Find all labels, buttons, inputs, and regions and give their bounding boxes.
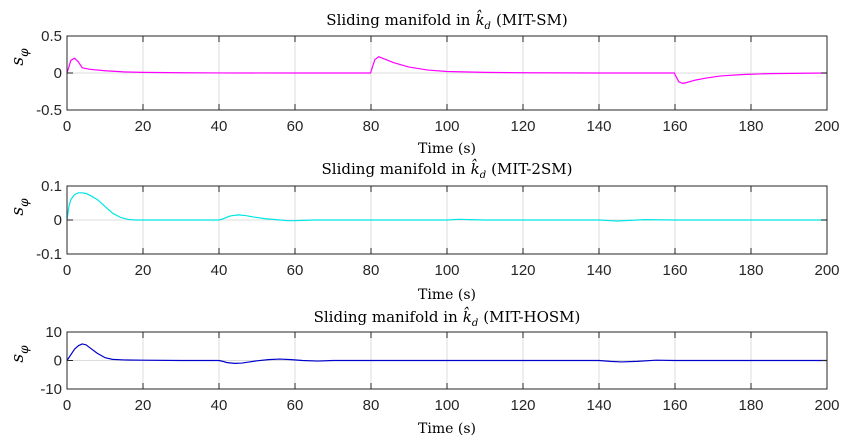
x-tick-label: 180 — [738, 397, 763, 414]
y-tick-label: -0.1 — [36, 246, 62, 263]
x-tick-label: 100 — [434, 397, 459, 414]
y-tick-label: 0.1 — [41, 178, 62, 195]
x-tick-label: 80 — [363, 118, 380, 135]
x-tick-label: 200 — [814, 262, 839, 279]
x-tick-label: 100 — [434, 262, 459, 279]
x-tick-label: 80 — [363, 262, 380, 279]
y-axis-label: sφ — [8, 198, 31, 216]
chart-title-subscript: d — [472, 318, 478, 329]
chart-title-prefix: Sliding manifold in — [314, 308, 458, 326]
chart-title: Sliding manifold in k̂d (MIT-HOSM) — [314, 307, 581, 329]
x-tick-label: 20 — [135, 397, 152, 414]
x-tick-label: 140 — [586, 118, 611, 135]
chart-title-prefix: Sliding manifold in — [326, 11, 470, 29]
chart-title: Sliding manifold in k̂d (MIT-2SM) — [322, 159, 573, 181]
series-line-1 — [66, 343, 827, 364]
y-axis-label-symbol: s — [8, 207, 28, 216]
x-tick-label: 0 — [63, 397, 71, 414]
chart-panel-3: 0 20 40 60 80 100 120 140 160 180 200-10010Sliding… — [8, 307, 840, 437]
x-tick-label: 180 — [738, 262, 763, 279]
y-tick-label: 10 — [45, 324, 62, 341]
y-axis-label-subscript: φ — [17, 198, 31, 207]
chart-panel-1: 0 20 40 60 80 100 120 140 160 180 200-0.500.5Slidi… — [8, 10, 840, 157]
x-tick-label: 180 — [738, 118, 763, 135]
x-tick-label: 160 — [662, 118, 687, 135]
x-tick-label: 140 — [586, 397, 611, 414]
x-tick-label: 120 — [510, 262, 535, 279]
y-tick-label: 0 — [54, 353, 62, 370]
y-axis-label-subscript: φ — [17, 48, 31, 57]
x-tick-label: 60 — [287, 262, 304, 279]
x-tick-label: 160 — [662, 397, 687, 414]
y-axis-label-subscript: φ — [17, 345, 31, 354]
chart-panel-2: 0 20 40 60 80 100 120 140 160 180 200-0.100.1Slidi… — [8, 159, 840, 303]
chart-title-suffix: (MIT-2SM) — [491, 160, 572, 178]
x-tick-label: 60 — [287, 397, 304, 414]
y-tick-label: 0 — [54, 212, 62, 229]
x-tick-label: 20 — [135, 118, 152, 135]
chart-title-suffix: (MIT-HOSM) — [483, 308, 580, 326]
y-tick-label: 0 — [54, 65, 62, 82]
x-tick-label: 0 — [63, 262, 71, 279]
x-tick-label: 120 — [510, 118, 535, 135]
x-tick-label: 100 — [434, 118, 459, 135]
x-tick-label: 40 — [211, 118, 228, 135]
chart-title: Sliding manifold in k̂d (MIT-SM) — [326, 10, 567, 32]
x-axis-label: Time (s) — [418, 421, 476, 437]
series-line-1 — [66, 56, 828, 84]
x-tick-label: 140 — [586, 262, 611, 279]
y-axis-label-symbol: s — [8, 354, 28, 363]
x-axis-label: Time (s) — [418, 287, 476, 303]
y-axis-label-symbol: s — [8, 57, 28, 66]
y-axis-label: sφ — [8, 48, 31, 66]
chart-title-prefix: Sliding manifold in — [322, 160, 466, 178]
x-tick-label: 0 — [63, 118, 71, 135]
y-tick-label: -10 — [40, 381, 62, 398]
y-tick-label: -0.5 — [36, 102, 62, 119]
chart-title-symbol: k̂ — [463, 307, 472, 326]
x-tick-label: 40 — [211, 262, 228, 279]
x-tick-label: 160 — [662, 262, 687, 279]
chart-title-symbol: k̂ — [471, 159, 480, 178]
x-tick-label: 40 — [211, 397, 228, 414]
x-tick-label: 60 — [287, 118, 304, 135]
x-axis-label: Time (s) — [418, 141, 476, 157]
x-tick-label: 200 — [814, 397, 839, 414]
x-tick-label: 20 — [135, 262, 152, 279]
chart-title-subscript: d — [480, 170, 486, 181]
x-tick-label: 200 — [814, 118, 839, 135]
y-axis-label: sφ — [8, 345, 31, 363]
x-tick-label: 120 — [510, 397, 535, 414]
chart-title-subscript: d — [485, 21, 491, 32]
chart-title-suffix: (MIT-SM) — [496, 11, 568, 29]
series-line-1 — [66, 192, 827, 222]
chart-title-symbol: k̂ — [475, 10, 484, 29]
y-tick-label: 0.5 — [41, 28, 62, 45]
x-tick-label: 80 — [363, 397, 380, 414]
